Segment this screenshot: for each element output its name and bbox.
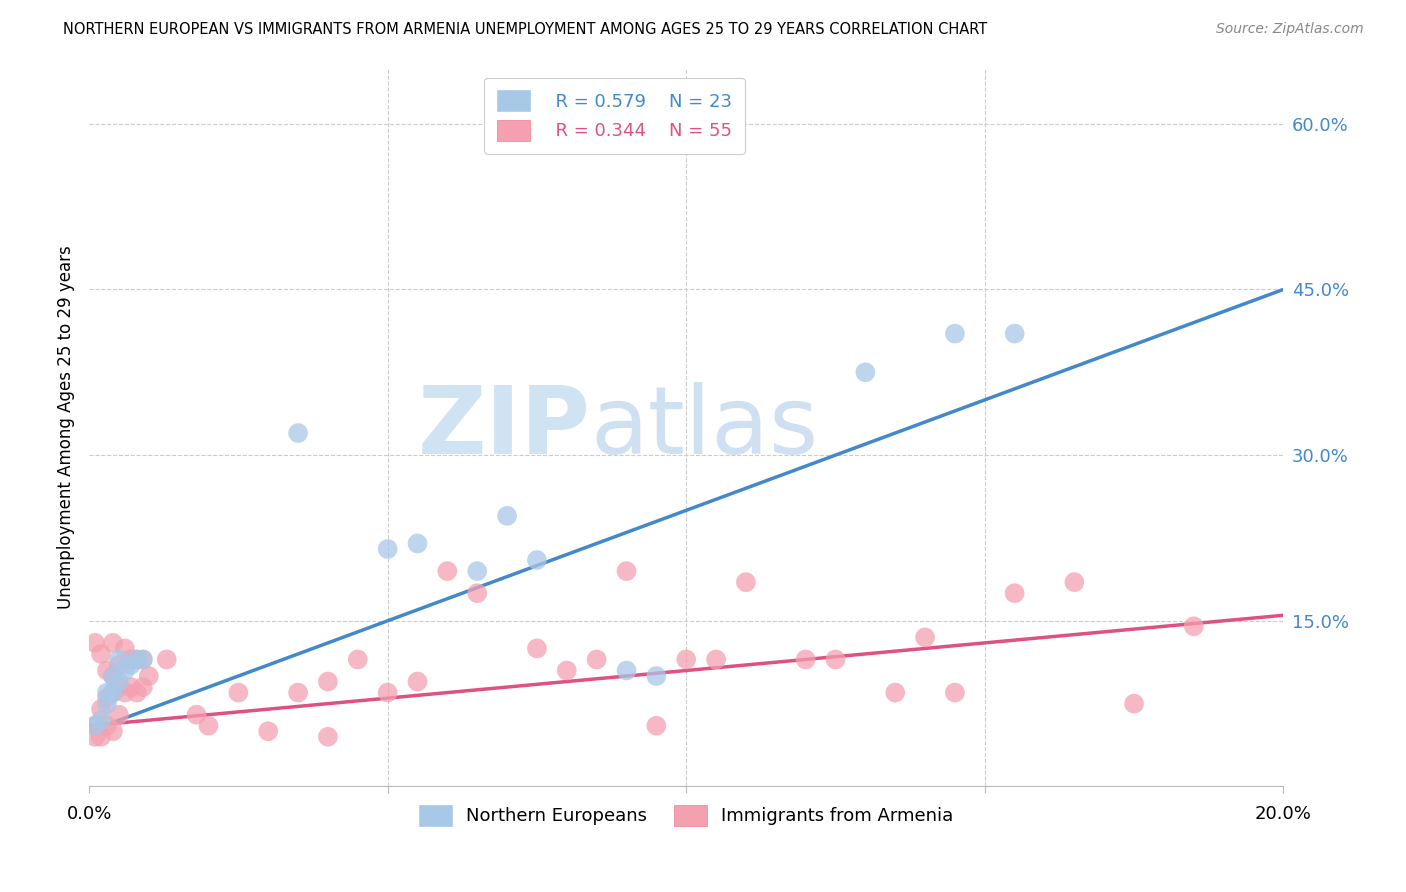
Point bbox=[794, 652, 817, 666]
Point bbox=[346, 652, 368, 666]
Point bbox=[465, 586, 488, 600]
Point bbox=[526, 641, 548, 656]
Point bbox=[884, 685, 907, 699]
Point bbox=[101, 669, 124, 683]
Text: Source: ZipAtlas.com: Source: ZipAtlas.com bbox=[1216, 22, 1364, 37]
Point bbox=[616, 564, 638, 578]
Point bbox=[101, 685, 124, 699]
Point bbox=[90, 647, 112, 661]
Point bbox=[1182, 619, 1205, 633]
Point bbox=[96, 664, 118, 678]
Point bbox=[108, 657, 131, 672]
Point bbox=[84, 719, 107, 733]
Point bbox=[585, 652, 607, 666]
Point bbox=[114, 641, 136, 656]
Point bbox=[108, 652, 131, 666]
Y-axis label: Unemployment Among Ages 25 to 29 years: Unemployment Among Ages 25 to 29 years bbox=[58, 245, 75, 609]
Point bbox=[96, 685, 118, 699]
Point bbox=[943, 326, 966, 341]
Point bbox=[287, 425, 309, 440]
Point bbox=[1004, 326, 1026, 341]
Point bbox=[377, 685, 399, 699]
Point bbox=[824, 652, 846, 666]
Point bbox=[90, 713, 112, 727]
Point bbox=[377, 541, 399, 556]
Point bbox=[704, 652, 727, 666]
Point bbox=[496, 508, 519, 523]
Point bbox=[101, 636, 124, 650]
Point bbox=[90, 730, 112, 744]
Point bbox=[138, 669, 160, 683]
Point bbox=[120, 657, 142, 672]
Point bbox=[1123, 697, 1146, 711]
Point bbox=[645, 719, 668, 733]
Point bbox=[108, 707, 131, 722]
Text: atlas: atlas bbox=[591, 382, 818, 474]
Point bbox=[125, 652, 148, 666]
Point bbox=[114, 664, 136, 678]
Point bbox=[465, 564, 488, 578]
Point bbox=[406, 536, 429, 550]
Point bbox=[96, 691, 118, 706]
Point bbox=[132, 652, 155, 666]
Text: NORTHERN EUROPEAN VS IMMIGRANTS FROM ARMENIA UNEMPLOYMENT AMONG AGES 25 TO 29 YE: NORTHERN EUROPEAN VS IMMIGRANTS FROM ARM… bbox=[63, 22, 987, 37]
Point bbox=[156, 652, 179, 666]
Point bbox=[406, 674, 429, 689]
Point bbox=[101, 724, 124, 739]
Point bbox=[120, 652, 142, 666]
Point bbox=[526, 553, 548, 567]
Point bbox=[257, 724, 280, 739]
Point bbox=[132, 652, 155, 666]
Point bbox=[114, 685, 136, 699]
Point bbox=[132, 680, 155, 694]
Point bbox=[555, 664, 578, 678]
Point bbox=[186, 707, 208, 722]
Point bbox=[853, 365, 876, 379]
Point bbox=[90, 702, 112, 716]
Point bbox=[96, 719, 118, 733]
Point bbox=[316, 730, 339, 744]
Point bbox=[228, 685, 250, 699]
Point bbox=[1004, 586, 1026, 600]
Point bbox=[1063, 575, 1085, 590]
Point bbox=[616, 664, 638, 678]
Point bbox=[84, 719, 107, 733]
Point bbox=[125, 685, 148, 699]
Point bbox=[287, 685, 309, 699]
Point bbox=[108, 680, 131, 694]
Point bbox=[101, 685, 124, 699]
Point bbox=[84, 730, 107, 744]
Point bbox=[125, 652, 148, 666]
Point bbox=[96, 697, 118, 711]
Legend: Northern Europeans, Immigrants from Armenia: Northern Europeans, Immigrants from Arme… bbox=[411, 796, 962, 835]
Point bbox=[645, 669, 668, 683]
Point bbox=[943, 685, 966, 699]
Point bbox=[914, 631, 936, 645]
Point bbox=[197, 719, 219, 733]
Point bbox=[101, 669, 124, 683]
Point bbox=[675, 652, 697, 666]
Point bbox=[120, 680, 142, 694]
Point bbox=[316, 674, 339, 689]
Point bbox=[735, 575, 758, 590]
Point bbox=[84, 636, 107, 650]
Text: ZIP: ZIP bbox=[418, 382, 591, 474]
Point bbox=[436, 564, 458, 578]
Point bbox=[108, 674, 131, 689]
